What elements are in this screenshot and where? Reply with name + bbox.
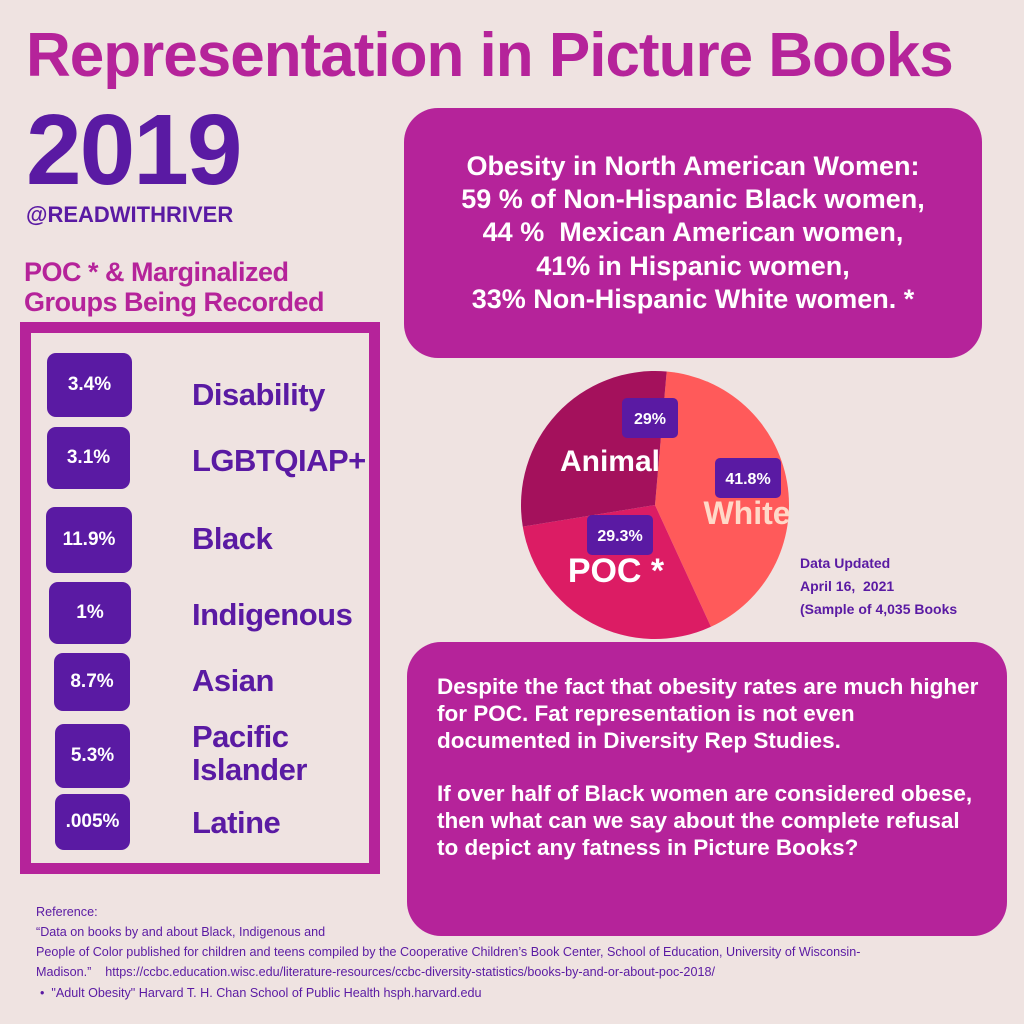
reference-bullet-text: "Adult Obesity" Harvard T. H. Chan Schoo… <box>51 985 482 1000</box>
group-value: .005% <box>55 794 130 850</box>
fat-representation-note: Despite the fact that obesity rates are … <box>407 642 1007 936</box>
year-heading: 2019 <box>26 94 242 206</box>
group-label: Asian <box>192 663 274 698</box>
reference-line-1: “Data on books by and about Black, Indig… <box>36 925 326 940</box>
page-title: Representation in Picture Books <box>26 21 954 90</box>
group-value: 3.4% <box>47 353 132 417</box>
group-label: Disability <box>192 377 325 412</box>
references: Reference: “Data on books by and about B… <box>36 902 1024 1003</box>
group-row-disability: 3.4% <box>31 353 132 417</box>
pie-chart: 41.8% White 29.3% POC * 29% Animal <box>521 371 790 639</box>
pie-value-label-animal: 29% <box>634 411 666 428</box>
group-label-line-2: Islander <box>192 751 307 787</box>
obesity-line-4: 41% in Hispanic women, <box>536 250 850 281</box>
pie-value-badge-white <box>715 458 781 498</box>
group-label: LGBTQIAP+ <box>192 443 366 478</box>
group-row-pacific-islander: 5.3% <box>31 724 130 788</box>
obesity-line-1: Obesity in North American Women: <box>466 150 920 181</box>
pie-value-label-white: 41.8% <box>725 471 770 488</box>
group-row-indigenous: 1% <box>31 582 131 644</box>
data-updated-line-3: (Sample of 4,035 Books <box>800 601 958 618</box>
pie-category-label-poc: POC * <box>568 552 665 590</box>
note-paragraph-1: Despite the fact that obesity rates are … <box>437 674 979 753</box>
data-updated-line-2: April 16, 2021 <box>800 578 895 595</box>
groups-list: 3.4% Disability 3.1% LGBTQIAP+ 11.9% Bla… <box>20 322 380 874</box>
reference-line-3: Madison.” https://ccbc.education.wisc.ed… <box>36 965 715 980</box>
data-updated: Data Updated April 16, 2021 (Sample of 4… <box>800 552 957 621</box>
author-handle: @READWITHRIVER <box>26 202 234 227</box>
group-label: Indigenous <box>192 597 353 632</box>
pie-slice-poc <box>522 505 711 639</box>
group-row-lgbtqiap: 3.1% <box>31 427 130 489</box>
groups-heading-line-2: Groups Being Recorded <box>24 286 325 317</box>
group-label-line-1: Pacific <box>192 719 289 754</box>
pie-category-label-white: White <box>703 495 790 531</box>
group-value: 3.1% <box>47 427 130 489</box>
pie-value-badge-poc <box>587 515 653 555</box>
pie-slice-white <box>655 371 789 627</box>
obesity-line-2: 59 % of Non-Hispanic Black women, <box>461 184 925 215</box>
pie-value-badge-animal <box>622 398 678 438</box>
reference-heading: Reference: <box>36 905 98 919</box>
group-value: 8.7% <box>54 653 130 711</box>
group-value: 1% <box>49 582 131 644</box>
pie-value-label-poc: 29.3% <box>597 528 642 545</box>
groups-heading: POC * & Marginalized Groups Being Record… <box>24 257 374 317</box>
data-updated-line-1: Data Updated <box>800 555 891 571</box>
obesity-stats-box: Obesity in North American Women: 59 % of… <box>404 108 982 358</box>
group-label: Black <box>192 521 273 556</box>
note-paragraph-2: If over half of Black women are consider… <box>437 781 973 860</box>
reference-line-2: People of Color published for children a… <box>36 945 861 960</box>
group-row-asian: 8.7% <box>31 653 130 711</box>
obesity-line-3: 44 % Mexican American women, <box>482 217 904 248</box>
obesity-line-5: 33% Non-Hispanic White women. * <box>471 283 915 314</box>
groups-heading-line-1: POC * & Marginalized <box>24 257 289 287</box>
reference-bullet: • "Adult Obesity" Harvard T. H. Chan Sch… <box>40 985 482 1000</box>
pie-category-label-animal: Animal <box>560 445 660 478</box>
group-value: 5.3% <box>55 724 130 788</box>
group-label: Latine <box>192 805 281 840</box>
group-row-black: 11.9% <box>31 507 132 573</box>
group-value: 11.9% <box>46 507 132 573</box>
group-label-pacific-islander: Pacific Islander <box>192 719 307 787</box>
group-row-latine: .005% <box>31 794 130 850</box>
